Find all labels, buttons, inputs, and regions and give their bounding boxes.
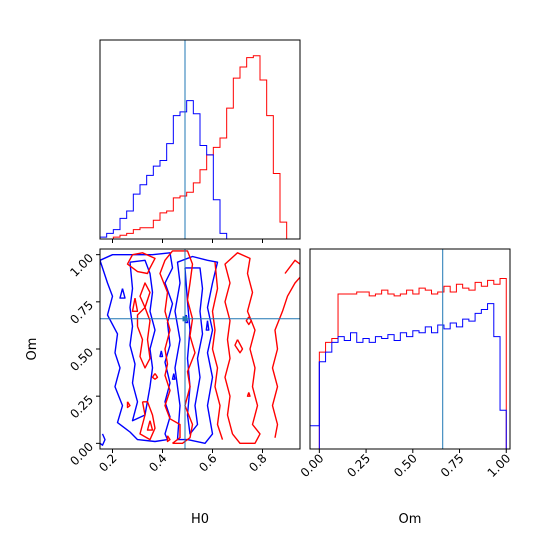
red-contour-line [246,392,251,397]
red-contour-line [284,259,300,274]
blue-contour-line [119,288,126,299]
red-contour-line [224,252,261,444]
h0-om-contour-panel: 0.2 0.4 0.6 0.8 0.00 0.25 0.50 0.75 1.00 H0 Om [25,248,301,527]
red-contour-line [234,339,244,354]
blue-contour-line [159,350,164,358]
h0-tick-label: 0.8 [246,451,269,474]
om-marginal-tick-label: 0.00 [298,451,327,480]
red-contour-line [136,306,151,369]
red-contour-line [159,250,196,444]
h0-tick-label: 0.4 [146,451,169,474]
om-tick-label: 0.00 [67,440,96,469]
blue-contour-line [100,252,174,443]
om-marginal-ticks: 0.00 0.25 0.50 0.75 1.00 [298,449,514,480]
om-marginal-axis-label: Om [399,512,422,527]
h0-histogram-red [100,55,300,240]
contour-lines [100,250,300,446]
h0-axis-label: H0 [191,512,209,527]
blue-contour-line [171,373,176,380]
h0-histogram-series [99,55,300,240]
h0-marginal-ticks [112,239,263,243]
om-histogram-red [318,277,507,449]
red-contour-line [139,282,151,308]
red-contour-line [139,401,156,441]
om-tick-label: 0.50 [67,345,96,374]
om-axis-ticks: 0.00 0.25 0.50 0.75 1.00 [67,251,100,468]
h0-marginal-panel [99,39,301,243]
h0-axis-ticks: 0.2 0.4 0.6 0.8 [96,449,270,475]
om-tick-label: 0.75 [67,298,96,327]
h0-tick-label: 0.6 [196,451,219,474]
om-axis-label: Om [25,338,40,361]
om-tick-label: 0.25 [67,392,96,421]
h0-marginal-frame [99,39,301,240]
red-contour-line [126,252,156,275]
om-marginal-tick-label: 1.00 [485,451,514,480]
blue-contour-line [100,433,106,446]
om-histogram-blue [318,303,507,449]
om-marginal-tick-label: 0.50 [391,451,420,480]
om-marginal-frame [309,248,511,450]
red-contour-line [131,297,139,312]
red-contour-line [151,373,159,380]
red-contour-line [211,262,224,440]
red-contour-line [146,420,154,431]
red-contour-line [245,316,252,326]
om-histogram-blue-edge [310,361,320,427]
om-marginal-tick-label: 0.75 [438,451,467,480]
red-contour-line [126,401,131,409]
truth-point-marker [182,316,188,322]
red-contour-line [166,435,171,443]
blue-contour-line [184,267,204,435]
red-contour-line [271,276,300,438]
om-marginal-panel: 0.00 0.25 0.50 0.75 1.00 Om [298,248,514,527]
blue-contour-line [205,320,210,331]
om-histogram-series [310,277,507,449]
om-tick-label: 1.00 [67,251,96,280]
om-marginal-tick-label: 0.25 [344,451,373,480]
blue-contour-line [174,255,219,444]
h0-tick-label: 0.2 [96,451,119,474]
